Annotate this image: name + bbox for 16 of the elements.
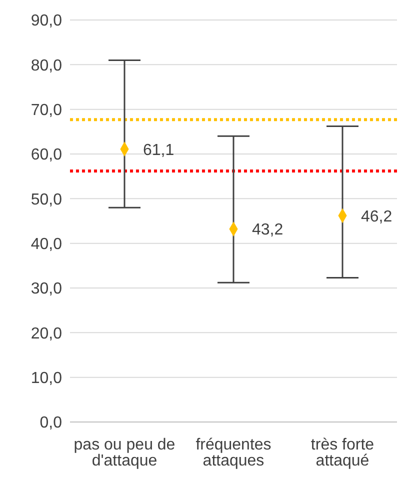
x-tick-label: pas ou peu de d'attaque bbox=[74, 436, 176, 470]
y-tick-label: 80,0 bbox=[30, 57, 62, 74]
y-tick-label: 0,0 bbox=[40, 414, 62, 432]
data-label: 46,2 bbox=[361, 208, 392, 226]
y-tick-label: 90,0 bbox=[30, 12, 62, 30]
x-tick-label: très forte attaqué bbox=[310, 436, 374, 470]
y-tick-label: 10,0 bbox=[30, 370, 62, 388]
data-label: 43,2 bbox=[252, 222, 284, 239]
y-tick-label: 30,0 bbox=[30, 280, 62, 298]
y-tick-label: 40,0 bbox=[30, 236, 62, 254]
y-tick-label: 50,0 bbox=[30, 191, 62, 208]
y-tick-label: 60,0 bbox=[30, 146, 62, 164]
y-tick-label: 70,0 bbox=[30, 102, 62, 120]
x-tick-label: fréquentes attaques bbox=[196, 436, 272, 470]
y-tick-label: 20,0 bbox=[30, 325, 62, 342]
data-label: 61,1 bbox=[143, 142, 174, 159]
